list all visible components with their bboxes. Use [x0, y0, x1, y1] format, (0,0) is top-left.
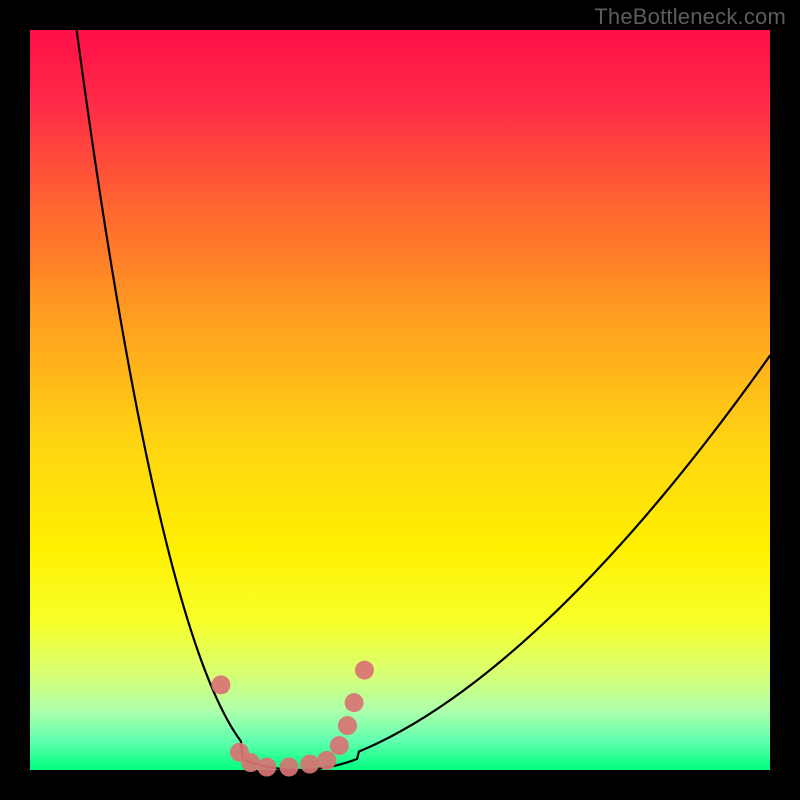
- curve-marker: [257, 758, 276, 777]
- curve-path: [77, 30, 770, 770]
- curve-marker: [330, 736, 349, 755]
- curve-markers: [211, 661, 374, 777]
- bottleneck-curve: [30, 30, 770, 770]
- curve-marker: [300, 755, 319, 774]
- curve-marker: [241, 753, 260, 772]
- curve-marker: [280, 758, 299, 777]
- curve-marker: [355, 661, 374, 680]
- curve-marker: [338, 716, 357, 735]
- plot-area: [30, 30, 770, 770]
- chart-container: TheBottleneck.com: [0, 0, 800, 800]
- watermark-text: TheBottleneck.com: [594, 4, 786, 30]
- curve-marker: [345, 693, 364, 712]
- curve-marker: [211, 675, 230, 694]
- curve-marker: [317, 751, 336, 770]
